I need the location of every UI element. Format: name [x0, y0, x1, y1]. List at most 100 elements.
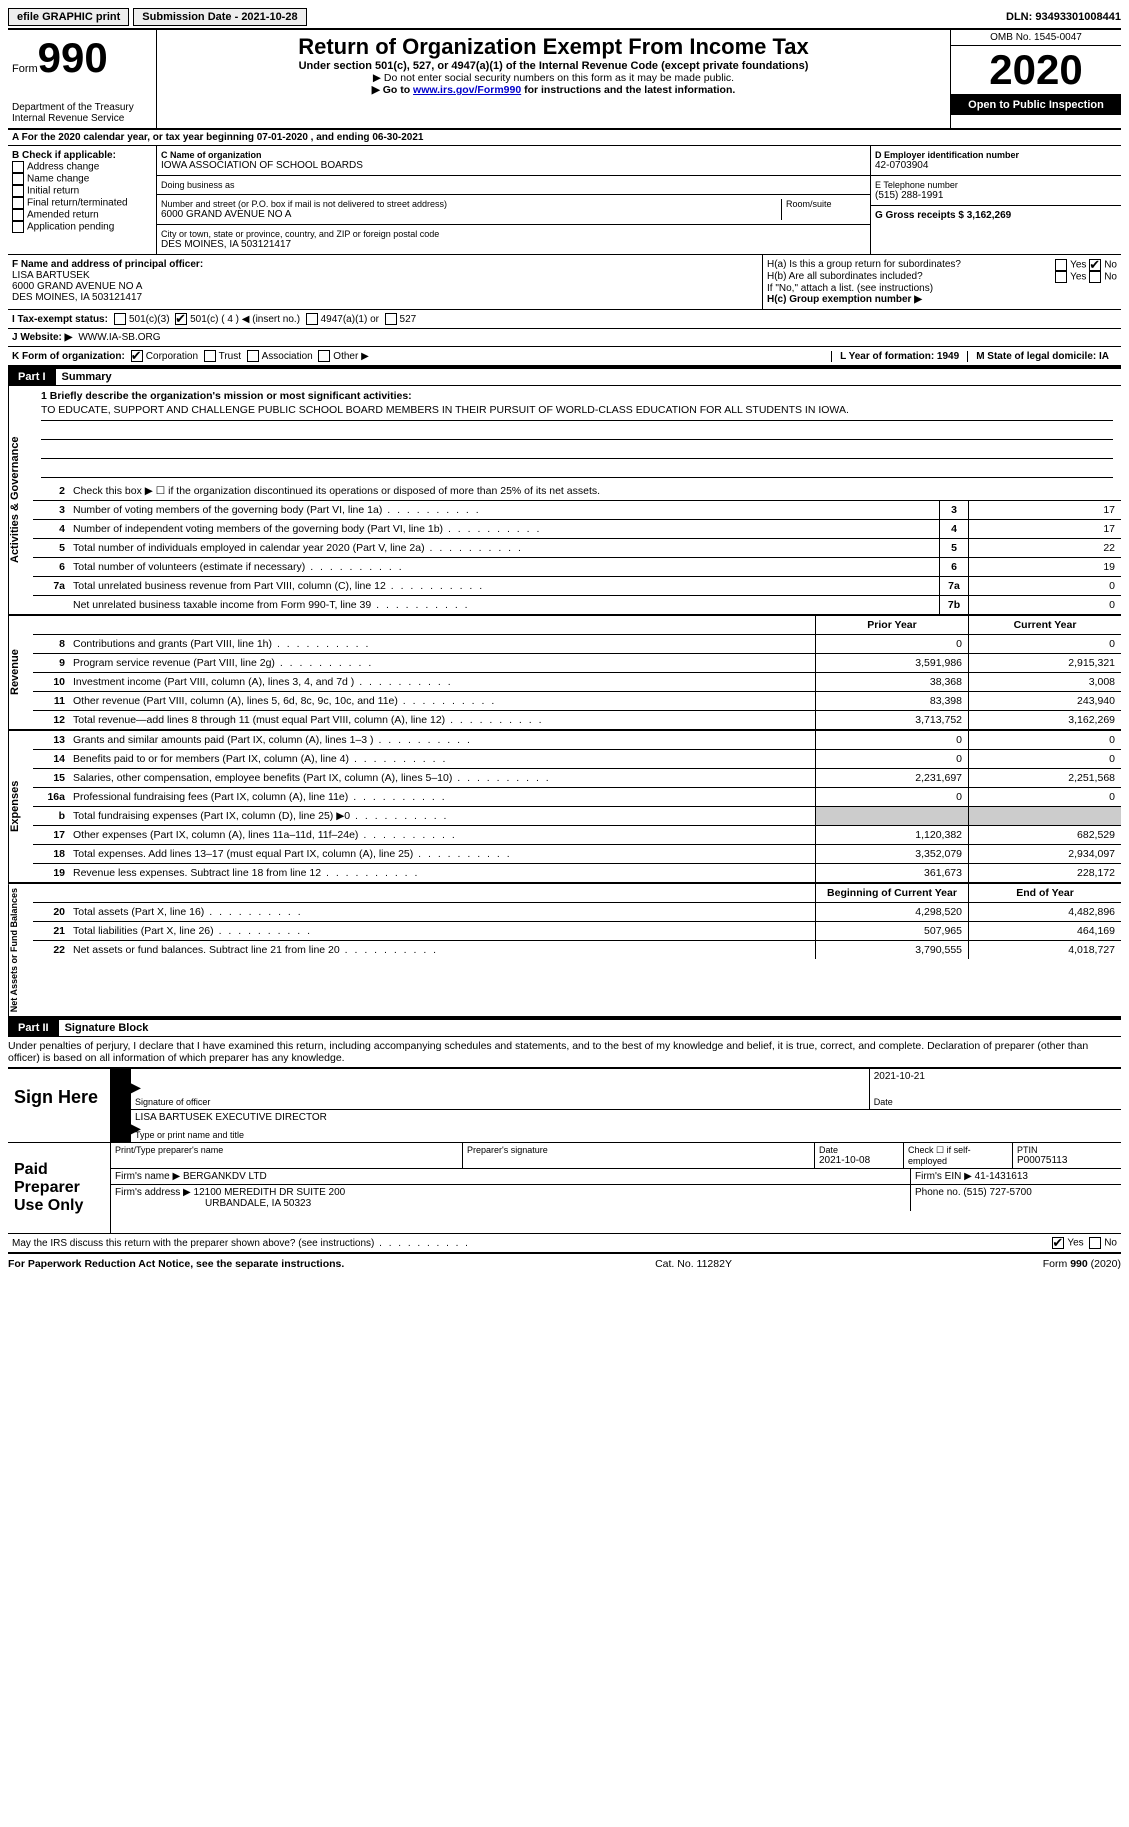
street-value: 6000 GRAND AVENUE NO A [161, 209, 777, 220]
check-501c3[interactable] [114, 313, 126, 325]
summary-line: 14Benefits paid to or for members (Part … [33, 749, 1121, 768]
summary-line: 3Number of voting members of the governi… [33, 500, 1121, 519]
m-label: M State of legal domicile: IA [967, 351, 1117, 362]
sign-here-label: Sign Here [8, 1069, 111, 1142]
summary-line: 22Net assets or fund balances. Subtract … [33, 940, 1121, 959]
check-trust[interactable] [204, 350, 216, 362]
label-pending: Application pending [27, 222, 114, 233]
check-501c[interactable] [175, 313, 187, 325]
check-amended[interactable] [12, 209, 24, 221]
check-pending[interactable] [12, 221, 24, 233]
check-corp[interactable] [131, 350, 143, 362]
summary-line: 18Total expenses. Add lines 13–17 (must … [33, 844, 1121, 863]
check-assoc[interactable] [247, 350, 259, 362]
summary-line: 12Total revenue—add lines 8 through 11 (… [33, 710, 1121, 729]
sig-date: 2021-10-21 [874, 1071, 1117, 1097]
dba-label: Doing business as [161, 180, 866, 190]
website-row: J Website: ▶ WWW.IA-SB.ORG [8, 329, 1121, 347]
name-label: C Name of organization [161, 150, 866, 160]
discuss-yes[interactable] [1052, 1237, 1064, 1249]
label-501c3: 501(c)(3) [129, 314, 170, 325]
check-name-change[interactable] [12, 173, 24, 185]
mission-blank2 [41, 440, 1113, 459]
prep-date: 2021-10-08 [819, 1155, 899, 1166]
phone-value: (515) 288-1991 [875, 190, 1117, 201]
summary-line: 6Total number of volunteers (estimate if… [33, 557, 1121, 576]
efile-button[interactable]: efile GRAPHIC print [8, 8, 129, 26]
officer-printed-name: LISA BARTUSEK EXECUTIVE DIRECTOR [135, 1112, 1117, 1130]
form-label: Form [12, 63, 38, 75]
label-501c: 501(c) ( 4 ) ◀ (insert no.) [190, 314, 300, 325]
ha-no[interactable] [1089, 259, 1101, 271]
form-subtitle: Under section 501(c), 527, or 4947(a)(1)… [165, 60, 942, 72]
label-address-change: Address change [27, 162, 99, 173]
j-label: J Website: ▶ [12, 332, 72, 343]
inspection-label: Open to Public Inspection [951, 95, 1121, 115]
goto-suffix: for instructions and the latest informat… [521, 84, 735, 96]
form-ref: Form 990 (2020) [1043, 1258, 1121, 1270]
entity-section: B Check if applicable: Address change Na… [8, 146, 1121, 255]
hb-yes[interactable] [1055, 271, 1067, 283]
mission-text: TO EDUCATE, SUPPORT AND CHALLENGE PUBLIC… [41, 402, 1113, 421]
label-initial-return: Initial return [27, 186, 79, 197]
prep-sig-label: Preparer's signature [467, 1145, 810, 1155]
firm-name-label: Firm's name ▶ [115, 1171, 180, 1182]
check-other[interactable] [318, 350, 330, 362]
q1-label: 1 Briefly describe the organization's mi… [41, 390, 1113, 402]
governance-section: Activities & Governance 1 Briefly descri… [8, 386, 1121, 616]
expenses-section: Expenses 13Grants and similar amounts pa… [8, 731, 1121, 884]
hb-no[interactable] [1089, 271, 1101, 283]
hb-yes-label: Yes [1070, 272, 1086, 283]
form-number: 990 [38, 34, 108, 81]
label-corp: Corporation [146, 351, 198, 362]
vtab-expenses: Expenses [8, 731, 33, 882]
label-name-change: Name change [27, 174, 89, 185]
irs-link[interactable]: www.irs.gov/Form990 [413, 84, 521, 96]
penalty-text: Under penalties of perjury, I declare th… [8, 1037, 1121, 1067]
label-final-return: Final return/terminated [27, 198, 128, 209]
goto-prefix: Go to [372, 84, 413, 96]
part1-badge: Part I [8, 369, 56, 385]
tax-exempt-row: I Tax-exempt status: 501(c)(3) 501(c) ( … [8, 310, 1121, 329]
ha-yes[interactable] [1055, 259, 1067, 271]
prep-name-label: Print/Type preparer's name [115, 1145, 458, 1155]
col-current: Current Year [968, 616, 1121, 634]
officer-addr2: DES MOINES, IA 503121417 [12, 292, 758, 303]
col-prior: Prior Year [815, 616, 968, 634]
dln-label: DLN: 93493301008441 [1006, 11, 1121, 23]
officer-addr1: 6000 GRAND AVENUE NO A [12, 281, 758, 292]
vtab-revenue: Revenue [8, 616, 33, 729]
note-ssn: Do not enter social security numbers on … [165, 72, 942, 84]
hc-label: H(c) Group exemption number ▶ [767, 294, 1117, 305]
firm-addr1: 12100 MEREDITH DR SUITE 200 [194, 1187, 346, 1198]
form-title: Return of Organization Exempt From Incom… [165, 34, 942, 60]
paid-preparer-label: Paid Preparer Use Only [8, 1143, 111, 1233]
part2-badge: Part II [8, 1020, 59, 1036]
firm-phone-label: Phone no. [915, 1187, 961, 1198]
check-address-change[interactable] [12, 161, 24, 173]
room-label: Room/suite [786, 199, 866, 209]
k-label: K Form of organization: [12, 351, 125, 362]
check-initial-return[interactable] [12, 185, 24, 197]
summary-line: 5Total number of individuals employed in… [33, 538, 1121, 557]
vtab-netassets: Net Assets or Fund Balances [8, 884, 33, 1016]
check-4947[interactable] [306, 313, 318, 325]
firm-ein: 41-1431613 [975, 1171, 1028, 1182]
form-header: Form990 Department of the Treasury Inter… [8, 30, 1121, 130]
summary-line: 15Salaries, other compensation, employee… [33, 768, 1121, 787]
omb-number: OMB No. 1545-0047 [951, 30, 1121, 46]
ha-no-label: No [1104, 260, 1117, 271]
discuss-no[interactable] [1089, 1237, 1101, 1249]
vtab-governance: Activities & Governance [8, 386, 33, 614]
summary-line: bTotal fundraising expenses (Part IX, co… [33, 806, 1121, 825]
part1-header-row: Part I Summary [8, 367, 1121, 386]
ha-yes-label: Yes [1070, 260, 1086, 271]
revenue-section: Revenue Prior YearCurrent Year 8Contribu… [8, 616, 1121, 731]
submission-date-button[interactable]: Submission Date - 2021-10-28 [133, 8, 306, 26]
check-final-return[interactable] [12, 197, 24, 209]
box-c: C Name of organization IOWA ASSOCIATION … [157, 146, 871, 254]
check-527[interactable] [385, 313, 397, 325]
sig-arrow-icon [111, 1069, 131, 1109]
cat-no: Cat. No. 11282Y [655, 1258, 732, 1270]
mission-blank1 [41, 421, 1113, 440]
